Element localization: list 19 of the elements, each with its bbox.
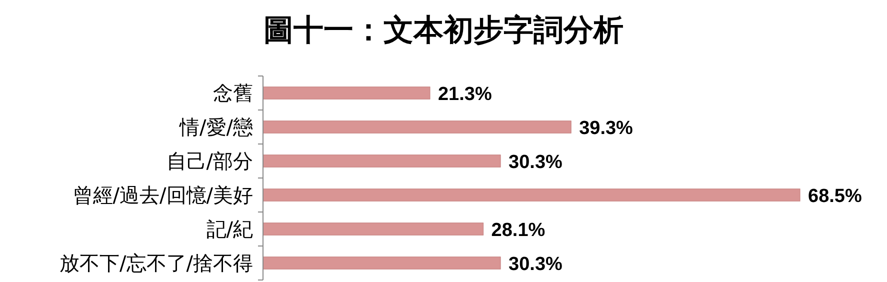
- bar: [262, 120, 572, 134]
- data-label: 30.3%: [508, 152, 563, 173]
- y-tick-label: 自己/部分: [166, 149, 253, 173]
- bar: [262, 86, 430, 100]
- chart-title: 圖十一：文本初步字詞分析: [264, 13, 624, 48]
- data-label: 30.3%: [508, 254, 563, 275]
- y-tick-label: 情/愛/戀: [178, 115, 253, 139]
- data-label: 39.3%: [579, 118, 634, 139]
- bar: [262, 256, 501, 270]
- bar: [262, 188, 800, 202]
- y-tick-label: 曾經/過去/回憶/美好: [72, 183, 253, 207]
- y-tick-label: 記/紀: [206, 217, 253, 241]
- data-label: 68.5%: [808, 186, 862, 207]
- data-label: 28.1%: [491, 220, 546, 241]
- data-label: 21.3%: [438, 84, 492, 105]
- y-tick-label: 放不下/忘不了/捨不得: [60, 251, 253, 275]
- y-tick-label: 念舊: [213, 81, 253, 105]
- bar: [262, 154, 501, 168]
- bar: [262, 222, 484, 236]
